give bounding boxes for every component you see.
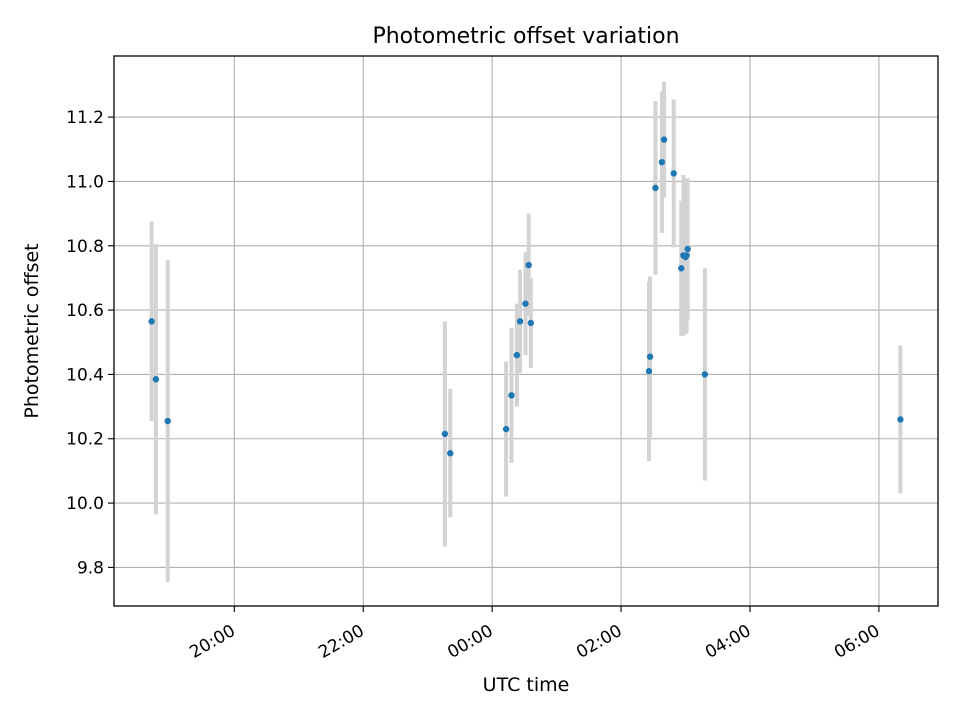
data-point — [645, 368, 653, 375]
y-tick-label: 10.2 — [66, 430, 104, 450]
data-point — [447, 450, 454, 457]
data-point — [502, 425, 510, 433]
y-tick-label: 10.6 — [66, 301, 104, 321]
grid — [114, 56, 938, 606]
data-point — [525, 261, 532, 269]
y-tick-label: 9.8 — [77, 558, 104, 578]
plot-frame — [113, 55, 939, 607]
y-tick-label: 10.0 — [66, 494, 104, 514]
data-point — [670, 170, 677, 177]
y-tick-label: 10.8 — [66, 237, 104, 257]
y-tick-label: 11.0 — [66, 172, 104, 192]
data-point — [148, 318, 155, 325]
x-axis-label: UTC time — [483, 674, 570, 696]
chart-title: Photometric offset variation — [372, 24, 679, 49]
data-point — [527, 319, 535, 327]
y-tick-label: 10.4 — [66, 365, 104, 385]
y-axis-label: Photometric offset — [21, 243, 43, 418]
data-point — [652, 184, 659, 192]
data-point — [658, 158, 666, 166]
data-point — [660, 136, 668, 143]
data-point — [513, 351, 521, 359]
data-point — [516, 318, 524, 325]
data-point — [897, 416, 904, 423]
data-point — [152, 376, 160, 383]
data-point — [701, 371, 709, 378]
data-point — [646, 353, 654, 360]
data-point — [683, 252, 690, 259]
data-point — [522, 300, 529, 307]
data-point — [164, 417, 171, 425]
y-axis-ticks: 9.8 10.0 10.2 10.4 10.6 10.8 11.0 11.2 — [66, 108, 114, 578]
data-point — [441, 430, 449, 438]
data-points — [148, 136, 904, 457]
data-point — [684, 245, 691, 253]
y-tick-label: 11.2 — [66, 108, 104, 128]
data-point — [508, 392, 515, 399]
data-point — [678, 265, 685, 272]
